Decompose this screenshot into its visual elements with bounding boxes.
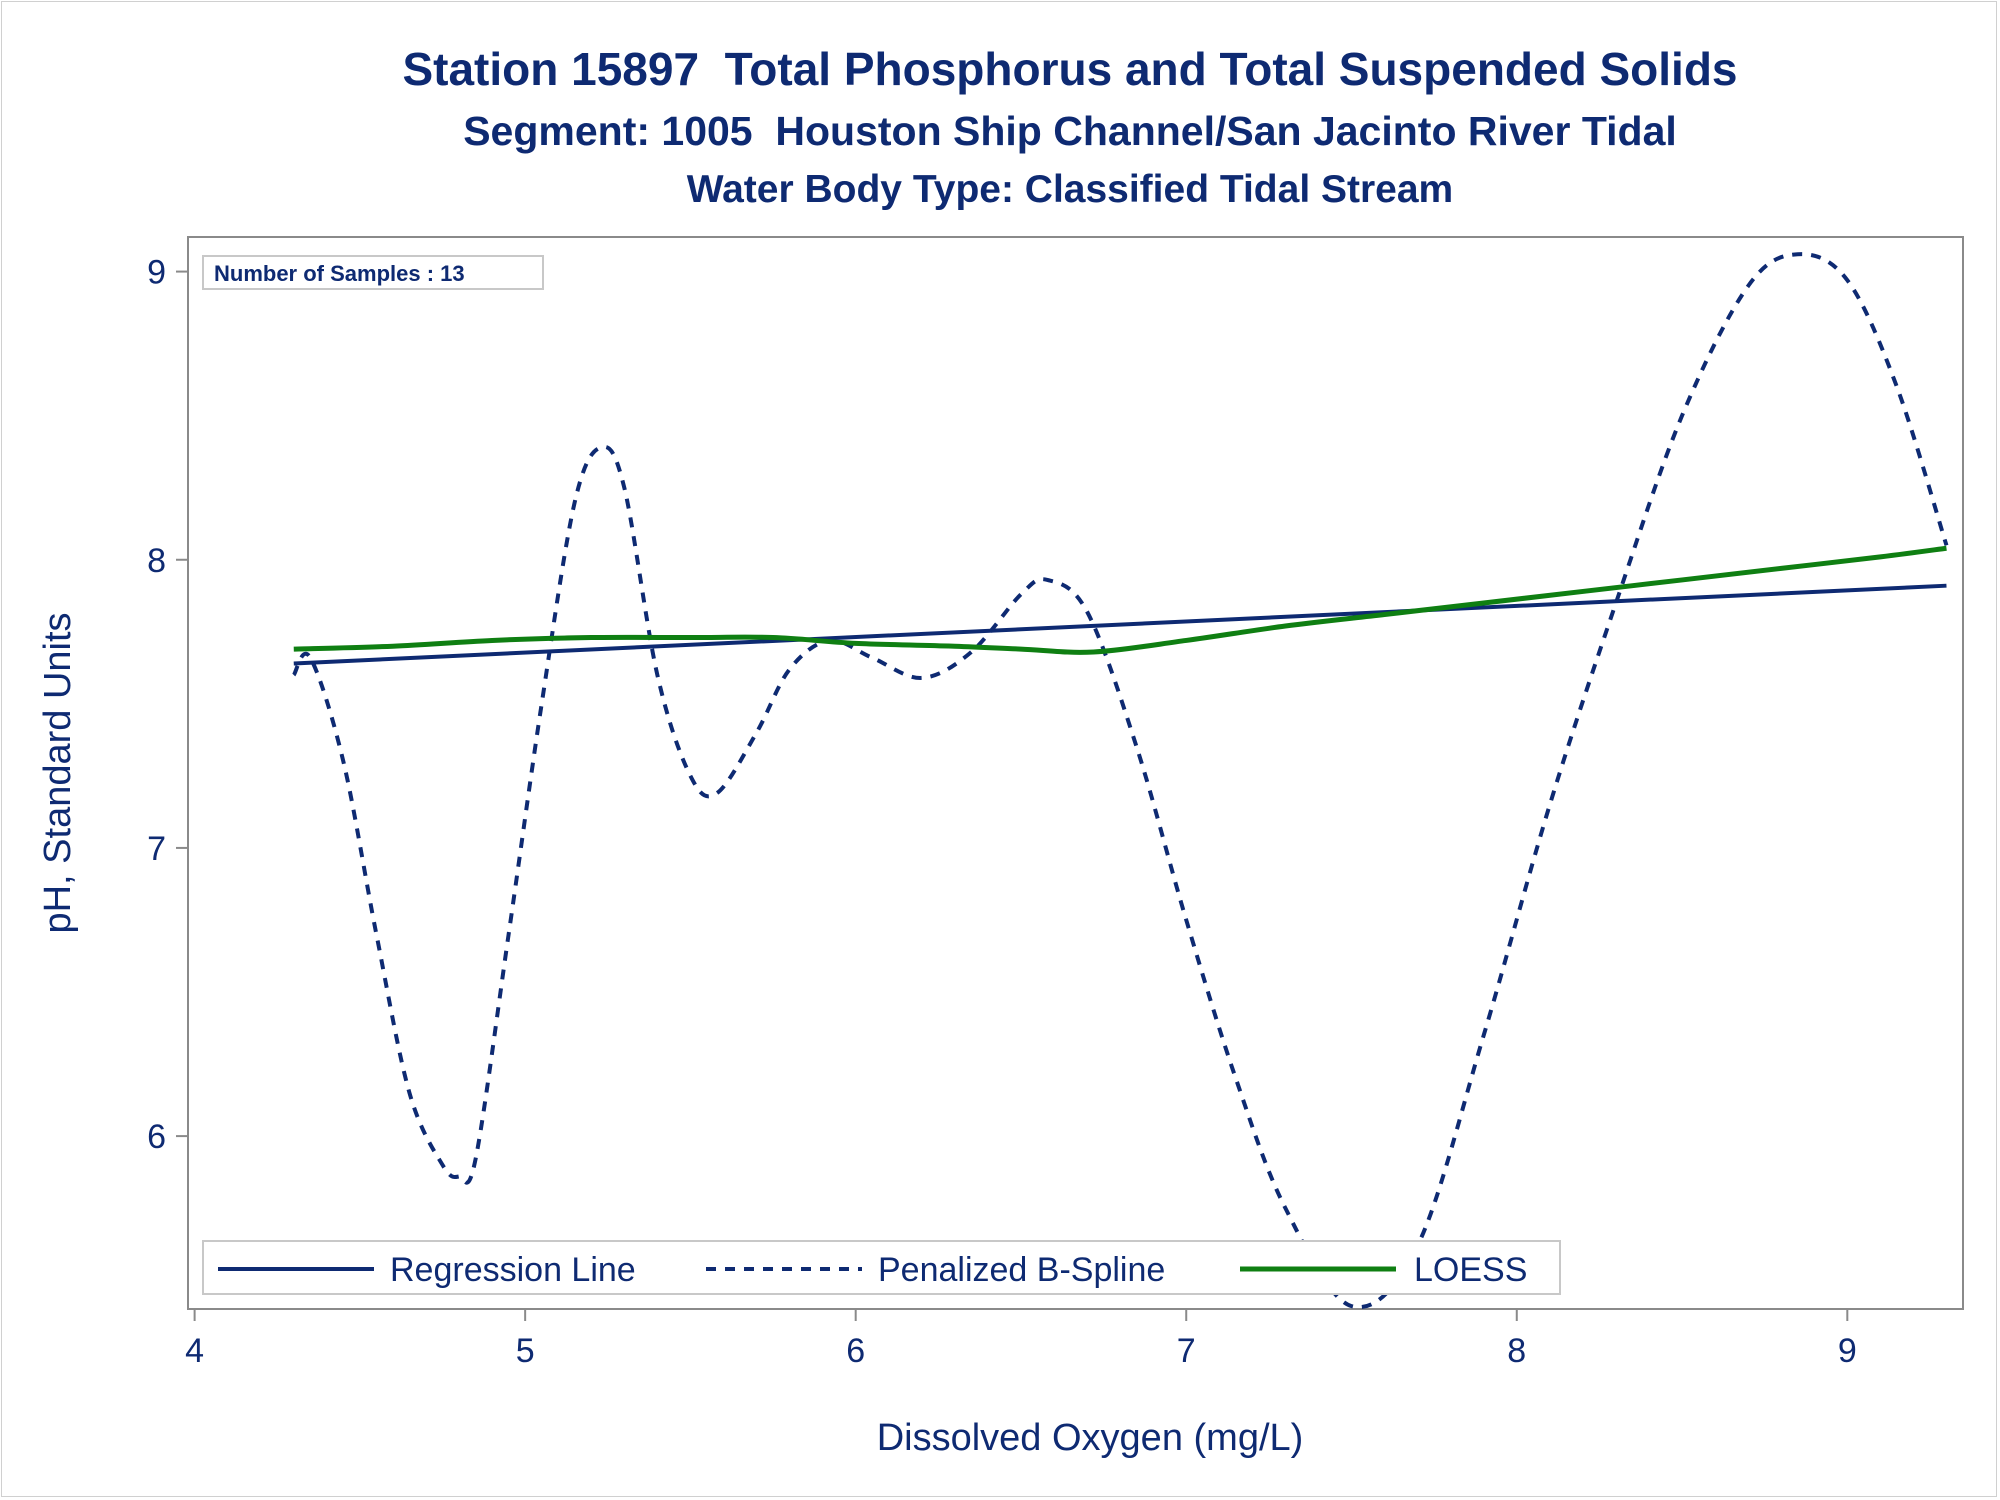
- x-axis: 4 5 6 7 8 9: [185, 1309, 1857, 1370]
- y-tick-label: 9: [147, 254, 166, 292]
- y-axis-title: pH, Standard Units: [37, 612, 79, 933]
- chart-title: Station 15897 Total Phosphorus and Total…: [402, 43, 1738, 95]
- sample-count-label: Number of Samples : 13: [214, 261, 465, 286]
- x-tick-label: 4: [185, 1332, 204, 1370]
- y-axis: 6 7 8 9: [147, 254, 188, 1156]
- x-tick-label: 6: [846, 1332, 865, 1370]
- plot-area-frame: [187, 236, 1964, 1310]
- series-line-regression: [293, 583, 1947, 666]
- series-line-loess: [293, 545, 1947, 655]
- series-layer: [292, 252, 1949, 1310]
- x-axis-title: Dissolved Oxygen (mg/L): [877, 1417, 1304, 1459]
- x-tick-label: 9: [1838, 1332, 1857, 1370]
- y-tick-label: 8: [147, 542, 166, 580]
- legend: Regression Line Penalized B-Spline LOESS: [202, 1240, 1561, 1295]
- series-line-penalized-b-spline: [292, 252, 1949, 1310]
- y-tick-label: 7: [147, 830, 166, 868]
- chart-titles: Station 15897 Total Phosphorus and Total…: [0, 0, 2000, 230]
- legend-label-spline: Penalized B-Spline: [878, 1251, 1165, 1289]
- x-tick-label: 8: [1507, 1332, 1526, 1370]
- y-tick-label: 6: [147, 1118, 166, 1156]
- sample-count-box: [202, 255, 544, 290]
- legend-label-loess: LOESS: [1414, 1251, 1527, 1289]
- x-tick-label: 5: [516, 1332, 535, 1370]
- x-tick-label: 7: [1177, 1332, 1196, 1370]
- chart-subtitle-segment: Segment: 1005 Houston Ship Channel/San J…: [463, 108, 1677, 154]
- chart-subtitle-water-body: Water Body Type: Classified Tidal Stream: [686, 168, 1454, 211]
- legend-label-regression: Regression Line: [390, 1251, 636, 1289]
